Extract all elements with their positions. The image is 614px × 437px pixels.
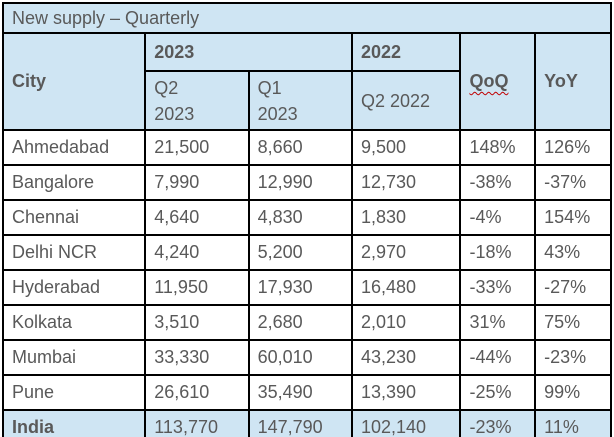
- table-title: New supply – Quarterly: [2, 2, 612, 34]
- value-cell: -23%: [534, 339, 612, 376]
- value-cell: 60,010: [247, 339, 353, 376]
- value-cell: 12,990: [247, 164, 353, 201]
- value-cell: 8,660: [247, 129, 353, 166]
- value-cell: 2,010: [350, 304, 462, 341]
- col-header-group-2022: 2022: [350, 32, 462, 72]
- table-row: Ahmedabad 21,500 8,660 9,500 148% 126%: [1, 129, 612, 166]
- value-cell: 17,930: [247, 269, 353, 306]
- value-cell: -37%: [534, 164, 612, 201]
- value-cell: 113,770: [144, 409, 250, 437]
- value-cell: 154%: [534, 199, 612, 236]
- value-cell: 4,640: [144, 199, 250, 236]
- col-header-q2-2023: Q2 2023: [144, 70, 250, 131]
- year-group-header-row: City 2023 2022 QoQ YoY: [1, 32, 612, 131]
- table-row: Delhi NCR 4,240 5,200 2,970 -18% 43%: [1, 234, 612, 271]
- value-cell: 35,490: [247, 374, 353, 411]
- value-cell: -44%: [459, 339, 537, 376]
- value-cell: 99%: [534, 374, 612, 411]
- table-title-text: New supply – Quarterly: [12, 7, 200, 28]
- city-cell: Chennai: [1, 199, 147, 236]
- value-cell: -27%: [534, 269, 612, 306]
- value-cell: 21,500: [144, 129, 250, 166]
- value-cell: -4%: [459, 199, 537, 236]
- value-cell: 26,610: [144, 374, 250, 411]
- value-cell: 1,830: [350, 199, 462, 236]
- city-cell: Delhi NCR: [1, 234, 147, 271]
- value-cell: 148%: [459, 129, 537, 166]
- city-cell: Ahmedabad: [1, 129, 147, 166]
- col-header-qoq: QoQ: [459, 32, 537, 131]
- value-cell: 43%: [534, 234, 612, 271]
- value-cell: 75%: [534, 304, 612, 341]
- city-cell: India: [1, 409, 147, 437]
- value-cell: -33%: [459, 269, 537, 306]
- value-cell: -18%: [459, 234, 537, 271]
- value-cell: 7,990: [144, 164, 250, 201]
- total-row-india: India 113,770 147,790 102,140 -23% 11%: [1, 409, 612, 437]
- city-cell: Mumbai: [1, 339, 147, 376]
- value-cell: 13,390: [350, 374, 462, 411]
- col-header-q1-2023: Q1 2023: [247, 70, 353, 131]
- city-cell: Pune: [1, 374, 147, 411]
- value-cell: 4,240: [144, 234, 250, 271]
- table-row: Hyderabad 11,950 17,930 16,480 -33% -27%: [1, 269, 612, 306]
- value-cell: 16,480: [350, 269, 462, 306]
- col-header-yoy: YoY: [534, 32, 612, 131]
- value-cell: 33,330: [144, 339, 250, 376]
- value-cell: 9,500: [350, 129, 462, 166]
- city-cell: Hyderabad: [1, 269, 147, 306]
- value-cell: -38%: [459, 164, 537, 201]
- value-cell: 2,680: [247, 304, 353, 341]
- table-row: Chennai 4,640 4,830 1,830 -4% 154%: [1, 199, 612, 236]
- qoq-label-with-spellcheck-squiggle: QoQ: [469, 71, 509, 91]
- value-cell: -25%: [459, 374, 537, 411]
- value-cell: 4,830: [247, 199, 353, 236]
- city-cell: Bangalore: [1, 164, 147, 201]
- value-cell: 43,230: [350, 339, 462, 376]
- value-cell: 11%: [534, 409, 612, 437]
- city-cell: Kolkata: [1, 304, 147, 341]
- table-row: Kolkata 3,510 2,680 2,010 31% 75%: [1, 304, 612, 341]
- title-row: New supply – Quarterly: [2, 2, 612, 34]
- col-header-city: City: [1, 32, 147, 131]
- value-cell: 102,140: [350, 409, 462, 437]
- value-cell: 2,970: [350, 234, 462, 271]
- table-row: Mumbai 33,330 60,010 43,230 -44% -23%: [1, 339, 612, 376]
- value-cell: 147,790: [247, 409, 353, 437]
- city-rows: Ahmedabad 21,500 8,660 9,500 148% 126% Bangalo…: [1, 129, 612, 411]
- value-cell: 5,200: [247, 234, 353, 271]
- quarter-header-row: Q2 2023 Q1 2023 Q2 2022: [3, 70, 611, 131]
- value-cell: -23%: [459, 409, 537, 437]
- col-header-group-2023: 2023: [144, 32, 353, 72]
- value-cell: 11,950: [144, 269, 250, 306]
- table-row: Pune 26,610 35,490 13,390 -25% 99%: [1, 374, 612, 411]
- value-cell: 3,510: [144, 304, 250, 341]
- col-header-q2-2022: Q2 2022: [350, 70, 462, 131]
- value-cell: 31%: [459, 304, 537, 341]
- value-cell: 126%: [534, 129, 612, 166]
- value-cell: 12,730: [350, 164, 462, 201]
- table-row: Bangalore 7,990 12,990 12,730 -38% -37%: [1, 164, 612, 201]
